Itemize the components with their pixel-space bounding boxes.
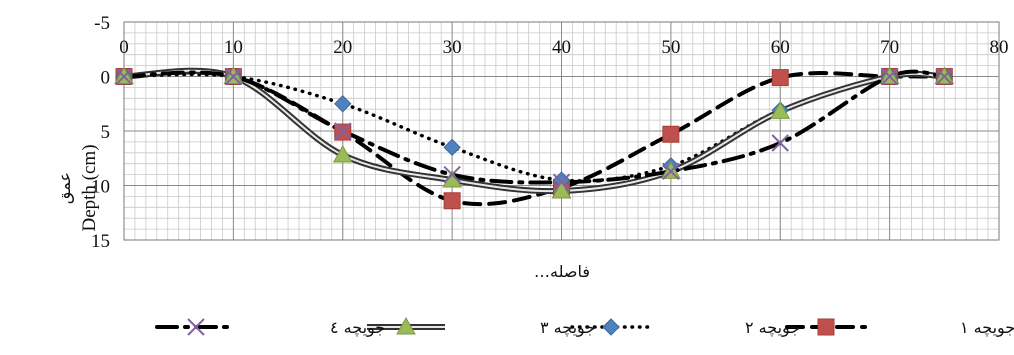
y-tick-label: 0 [101, 68, 111, 89]
legend-label-1: جویچه ۱ [960, 318, 1014, 338]
data-point-series-3 [332, 144, 353, 163]
series-lines [122, 67, 947, 207]
data-point-series-2 [334, 95, 352, 113]
x-tick-label: 70 [880, 37, 899, 58]
x-tick-label: 20 [333, 37, 352, 58]
data-point-series-4-stroke-b [334, 122, 352, 140]
data-point-series-4 [935, 67, 954, 86]
legend-marker-4 [187, 318, 205, 336]
data-point-series-4 [115, 67, 133, 86]
data-point-series-4 [880, 67, 899, 86]
data-point-series-2 [443, 138, 461, 157]
legend-marker-2 [602, 318, 620, 336]
data-point-series-4-stroke-b [224, 67, 243, 86]
data-point-series-4-stroke-b [443, 165, 461, 184]
data-point-series-3 [770, 101, 791, 119]
data-point-series-4-stroke-b [880, 67, 899, 86]
tick-labels: 0 10 20 30 40 50 60 70 80 -5 0 5 10 15 [91, 13, 1009, 252]
y-axis-label-persian: عمق [55, 172, 75, 204]
data-point-series-4-stroke-b [662, 162, 680, 181]
x-tick-label: 40 [552, 37, 571, 58]
x-tick-label: 30 [443, 37, 462, 58]
x-tick-label: 80 [990, 37, 1009, 58]
y-tick-label: 15 [91, 231, 110, 252]
data-point-series-4 [224, 67, 243, 86]
data-point-series-4 [662, 162, 680, 181]
data-point-series-1 [662, 125, 680, 143]
legend-marker-4-stroke-b [187, 318, 205, 336]
data-point-series-4 [443, 165, 461, 184]
legend-marker-3 [396, 316, 416, 335]
series-markers [114, 66, 955, 210]
x-tick-label: 10 [224, 37, 243, 58]
y-tick-label: 5 [101, 122, 111, 143]
data-point-series-4 [334, 122, 352, 140]
data-point-series-1 [443, 192, 461, 210]
plot-area-border [123, 21, 1000, 241]
data-point-series-1 [771, 69, 789, 87]
x-tick-label: 50 [661, 37, 680, 58]
y-axis-label: Depth (cm) [79, 144, 100, 231]
data-point-series-4-stroke-b [935, 67, 954, 86]
data-point-series-3 [551, 180, 572, 199]
data-point-series-4-stroke-b [771, 134, 789, 152]
y-tick-label: -5 [94, 13, 110, 34]
data-point-series-4-stroke-b [115, 67, 133, 86]
y-tick-label: 10 [91, 177, 110, 198]
x-axis-label: فاصله… [534, 262, 590, 281]
series-line-1 [122, 70, 947, 207]
data-point-series-4 [552, 173, 571, 191]
major-gridlines [123, 21, 1000, 241]
x-tick-label: 60 [771, 37, 790, 58]
legend-marker-1 [817, 318, 835, 336]
series-line-4 [122, 69, 947, 185]
series-line-2 [122, 72, 947, 183]
data-point-series-4-stroke-b [552, 173, 571, 191]
legend-label-3: جویچه ۳ [540, 318, 595, 338]
legend-label-4: جویچه ٤ [330, 318, 385, 338]
legend-label-2: جویچه ۲ [745, 318, 800, 338]
data-point-series-4 [771, 134, 789, 152]
x-tick-label: 0 [119, 37, 129, 58]
legend: جویچه ۱ جویچه ۲ جویچه ۳ جویچه ٤ [155, 316, 1014, 338]
